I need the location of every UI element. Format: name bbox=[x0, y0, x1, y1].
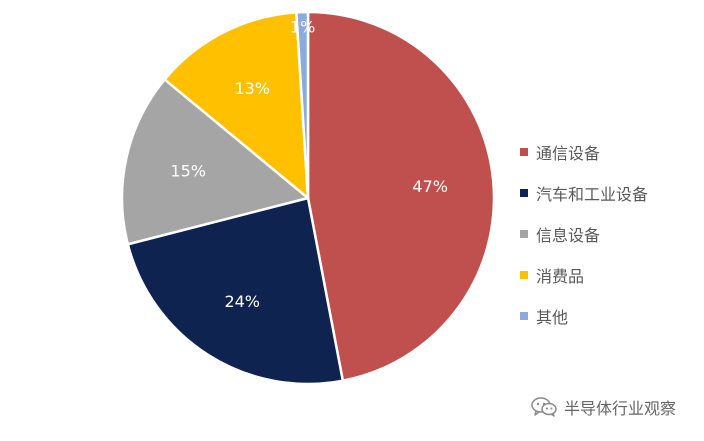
pie-data-label-2: 24% bbox=[224, 292, 260, 311]
pie-data-label-5: 1% bbox=[290, 17, 315, 36]
legend-label: 其他 bbox=[536, 307, 569, 327]
legend-label: 消费品 bbox=[536, 266, 585, 286]
chart-legend: 通信设备 汽车和工业设备 信息设备 消费品 其他 bbox=[520, 131, 648, 336]
pie-slice-2 bbox=[126, 196, 345, 386]
wechat-icon bbox=[531, 397, 557, 417]
legend-swatch bbox=[520, 311, 528, 320]
pie-slice-1 bbox=[306, 10, 496, 382]
legend-swatch bbox=[520, 270, 528, 279]
legend-item-other: 其他 bbox=[520, 295, 648, 336]
pie-slice-4 bbox=[163, 11, 310, 200]
legend-label: 汽车和工业设备 bbox=[536, 184, 649, 204]
legend-item-information: 信息设备 bbox=[520, 213, 648, 254]
watermark: 半导体行业观察 bbox=[530, 395, 676, 419]
legend-item-consumer: 消费品 bbox=[520, 254, 648, 295]
legend-swatch bbox=[520, 147, 528, 156]
legend-swatch bbox=[520, 188, 528, 197]
pie-data-label-1: 47% bbox=[412, 177, 448, 196]
watermark-text: 半导体行业观察 bbox=[564, 399, 677, 418]
pie-data-label-3: 15% bbox=[170, 162, 206, 181]
pie-slice-3 bbox=[120, 78, 310, 246]
legend-item-communication: 通信设备 bbox=[520, 131, 648, 172]
pie-slice-5 bbox=[295, 10, 310, 200]
pie-slices bbox=[120, 10, 496, 386]
legend-label: 信息设备 bbox=[536, 225, 601, 245]
legend-item-automotive-industrial: 汽车和工业设备 bbox=[520, 172, 648, 213]
pie-data-labels: 47% 24% 15% 13% 1% bbox=[170, 17, 448, 311]
legend-swatch bbox=[520, 229, 528, 238]
pie-data-label-4: 13% bbox=[234, 79, 270, 98]
legend-label: 通信设备 bbox=[536, 143, 601, 163]
